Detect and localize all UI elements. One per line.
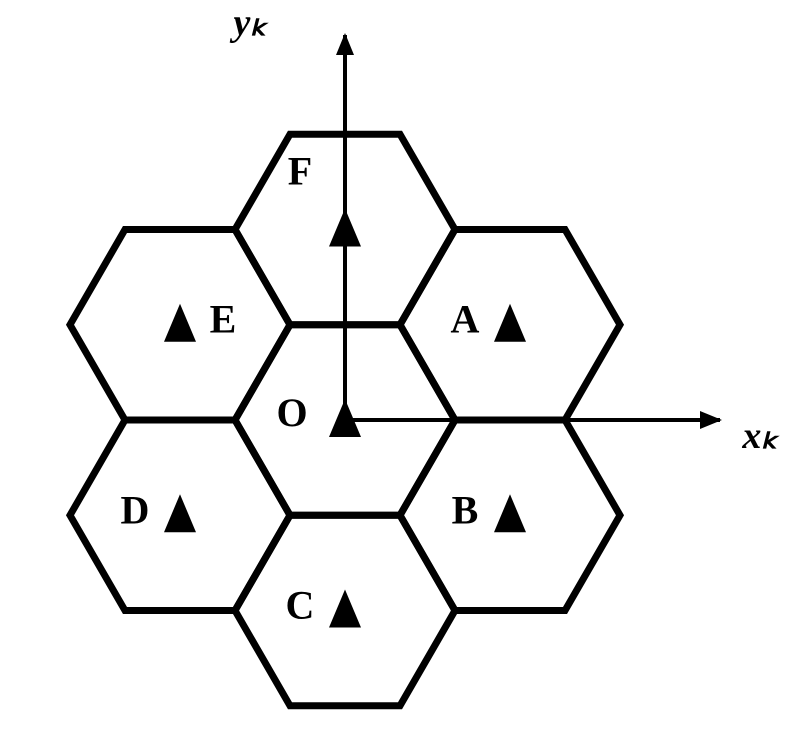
marker-f-icon [329, 208, 361, 246]
label-c: C [286, 583, 315, 628]
x-axis-label: xₖ [741, 415, 780, 457]
label-d: D [121, 487, 150, 532]
label-b: B [452, 487, 479, 532]
y-axis-label: yₖ [229, 2, 269, 44]
label-o: O [276, 390, 307, 435]
marker-b-icon [494, 494, 526, 532]
marker-e-icon [164, 304, 196, 342]
label-e: E [210, 297, 237, 342]
label-a: A [451, 297, 480, 342]
label-f: F [288, 148, 312, 193]
marker-d-icon [164, 494, 196, 532]
marker-c-icon [329, 590, 361, 628]
marker-a-icon [494, 304, 526, 342]
